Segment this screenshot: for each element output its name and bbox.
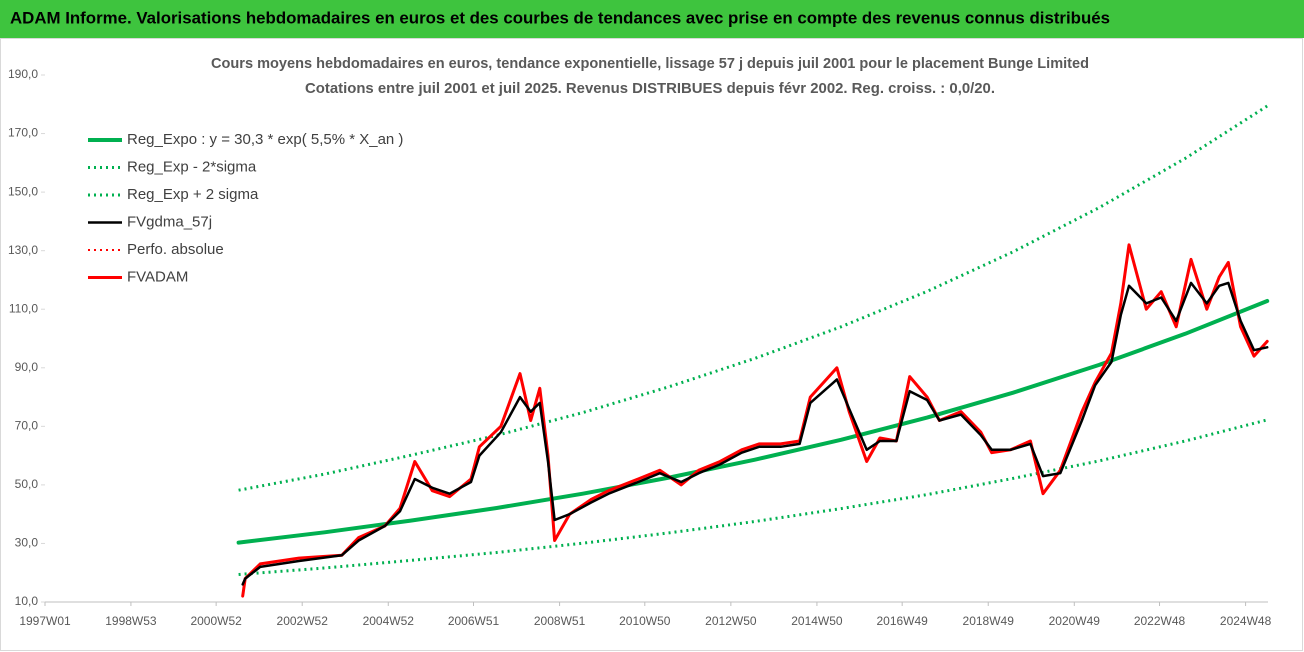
- x-tick-label: 2024W48: [1220, 614, 1272, 628]
- legend-label: FVgdma_57j: [127, 213, 212, 230]
- title-bar: [0, 0, 1304, 38]
- y-tick-label: 30,0: [15, 536, 39, 550]
- y-tick-label: 70,0: [15, 419, 39, 433]
- legend-label: Reg_Expo : y = 30,3 * exp( 5,5% * X_an ): [127, 131, 403, 148]
- x-tick-label: 2000W52: [190, 614, 242, 628]
- x-tick-label: 2004W52: [363, 614, 415, 628]
- series-line: [236, 299, 1270, 545]
- x-tick-label: 2014W50: [791, 614, 843, 628]
- x-tick-label: 2022W48: [1134, 614, 1186, 628]
- y-tick-label: 190,0: [8, 67, 38, 81]
- x-tick-label: 2006W51: [448, 614, 500, 628]
- x-tick-label: 2016W49: [876, 614, 928, 628]
- chart-title: ADAM Informe. Valorisations hebdomadaire…: [10, 8, 1110, 27]
- x-tick-label: 1997W01: [19, 614, 71, 628]
- legend-label: Reg_Exp + 2 sigma: [127, 186, 259, 203]
- x-tick-label: 2018W49: [963, 614, 1015, 628]
- y-tick-label: 90,0: [15, 360, 39, 374]
- x-tick-label: 1998W53: [105, 614, 157, 628]
- series-line: [241, 281, 1269, 586]
- legend-label: Perfo. absolue: [127, 241, 224, 258]
- x-tick-label: 2010W50: [619, 614, 671, 628]
- series-line: [238, 104, 1269, 492]
- legend-label: FVADAM: [127, 268, 188, 285]
- series-line: [241, 243, 1269, 598]
- legend-label: Reg_Exp - 2*sigma: [127, 158, 257, 175]
- chart-subtitle: Cours moyens hebdomadaires en euros, ten…: [211, 55, 1089, 72]
- y-tick-label: 50,0: [15, 477, 39, 491]
- x-tick-label: 2008W51: [534, 614, 586, 628]
- chart-border: [0, 38, 1303, 651]
- y-tick-label: 130,0: [8, 243, 38, 257]
- chart-subtitle: Cotations entre juil 2001 et juil 2025. …: [305, 80, 995, 97]
- series-line: [238, 418, 1268, 576]
- y-tick-label: 150,0: [8, 184, 38, 198]
- x-tick-label: 2020W49: [1049, 614, 1101, 628]
- y-tick-label: 170,0: [8, 126, 38, 140]
- y-tick-label: 10,0: [15, 594, 39, 608]
- x-tick-label: 2002W52: [277, 614, 329, 628]
- x-tick-label: 2012W50: [705, 614, 757, 628]
- y-tick-label: 110,0: [9, 301, 38, 315]
